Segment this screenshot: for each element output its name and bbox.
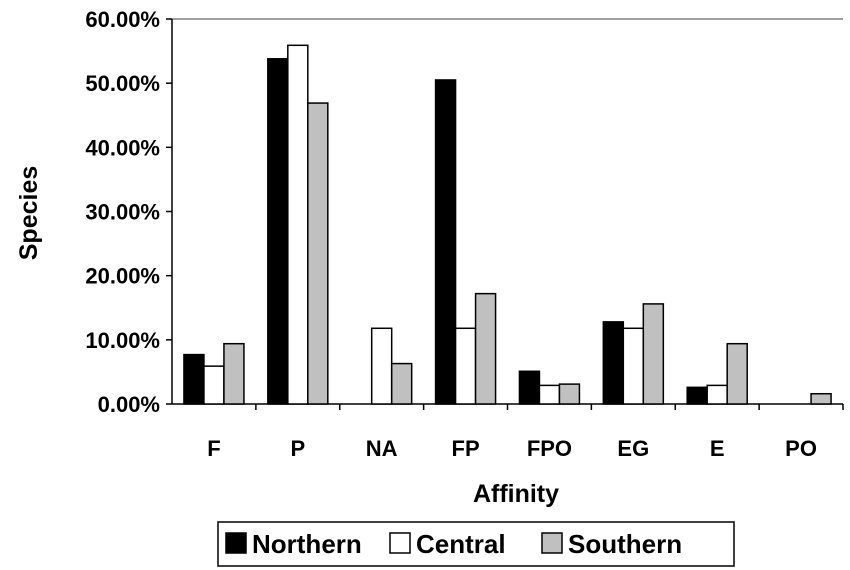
legend-label-central: Central	[416, 529, 506, 559]
y-axis-title: Species	[15, 166, 43, 261]
y-tick-label: 0.00%	[98, 392, 160, 417]
legend: Northern Central Southern	[217, 521, 735, 567]
bar-central-eg	[622, 327, 645, 405]
bar-central-f	[203, 365, 225, 405]
x-axis-title: Affinity	[473, 480, 559, 508]
legend-swatch-southern	[541, 532, 563, 554]
x-category-label: FP	[452, 436, 480, 461]
x-category-label: PO	[785, 436, 817, 461]
bar-northern-fp	[434, 79, 457, 405]
x-category-label: P	[290, 436, 305, 461]
bar-southern-na	[390, 362, 413, 405]
legend-frame	[217, 521, 735, 567]
bar-southern-p	[307, 102, 329, 405]
y-tick-label: 60.00%	[85, 7, 160, 32]
legend-swatch-northern	[225, 532, 247, 554]
bar-central-e	[706, 384, 728, 405]
bar-central-fpo	[538, 384, 561, 405]
bar-northern-f	[183, 353, 205, 405]
bar-central-fp	[454, 327, 477, 405]
legend-swatch-central	[389, 532, 411, 554]
y-tick-label: 30.00%	[85, 200, 160, 225]
bar-southern-fp	[474, 292, 497, 405]
bar-northern-e	[686, 386, 708, 405]
x-category-label: NA	[366, 436, 398, 461]
bar-southern-f	[223, 342, 245, 405]
bar-southern-fpo	[558, 383, 581, 405]
y-tick-label: 40.00%	[85, 135, 160, 160]
x-category-label: F	[207, 436, 220, 461]
x-category-label: FPO	[527, 436, 572, 461]
y-tick-label: 20.00%	[85, 264, 160, 289]
bar-southern-e	[726, 342, 748, 405]
x-category-label: E	[710, 436, 725, 461]
bar-central-p	[287, 44, 309, 405]
bar-southern-po	[810, 392, 832, 405]
bar-northern-eg	[602, 321, 625, 405]
y-tick-label: 10.00%	[85, 328, 160, 353]
legend-label-northern: Northern	[252, 529, 362, 559]
x-category-label: EG	[617, 436, 649, 461]
bar-southern-eg	[642, 303, 665, 405]
bar-northern-p	[267, 58, 289, 405]
y-tick-label: 50.00%	[85, 71, 160, 96]
bar-northern-fpo	[518, 370, 541, 405]
legend-label-southern: Southern	[568, 529, 682, 559]
bar-central-na	[370, 327, 393, 405]
plot-area: 0.00% 10.00% 20.00% 30.00% 40.00% 50.00% 60.00…	[85, 7, 844, 461]
